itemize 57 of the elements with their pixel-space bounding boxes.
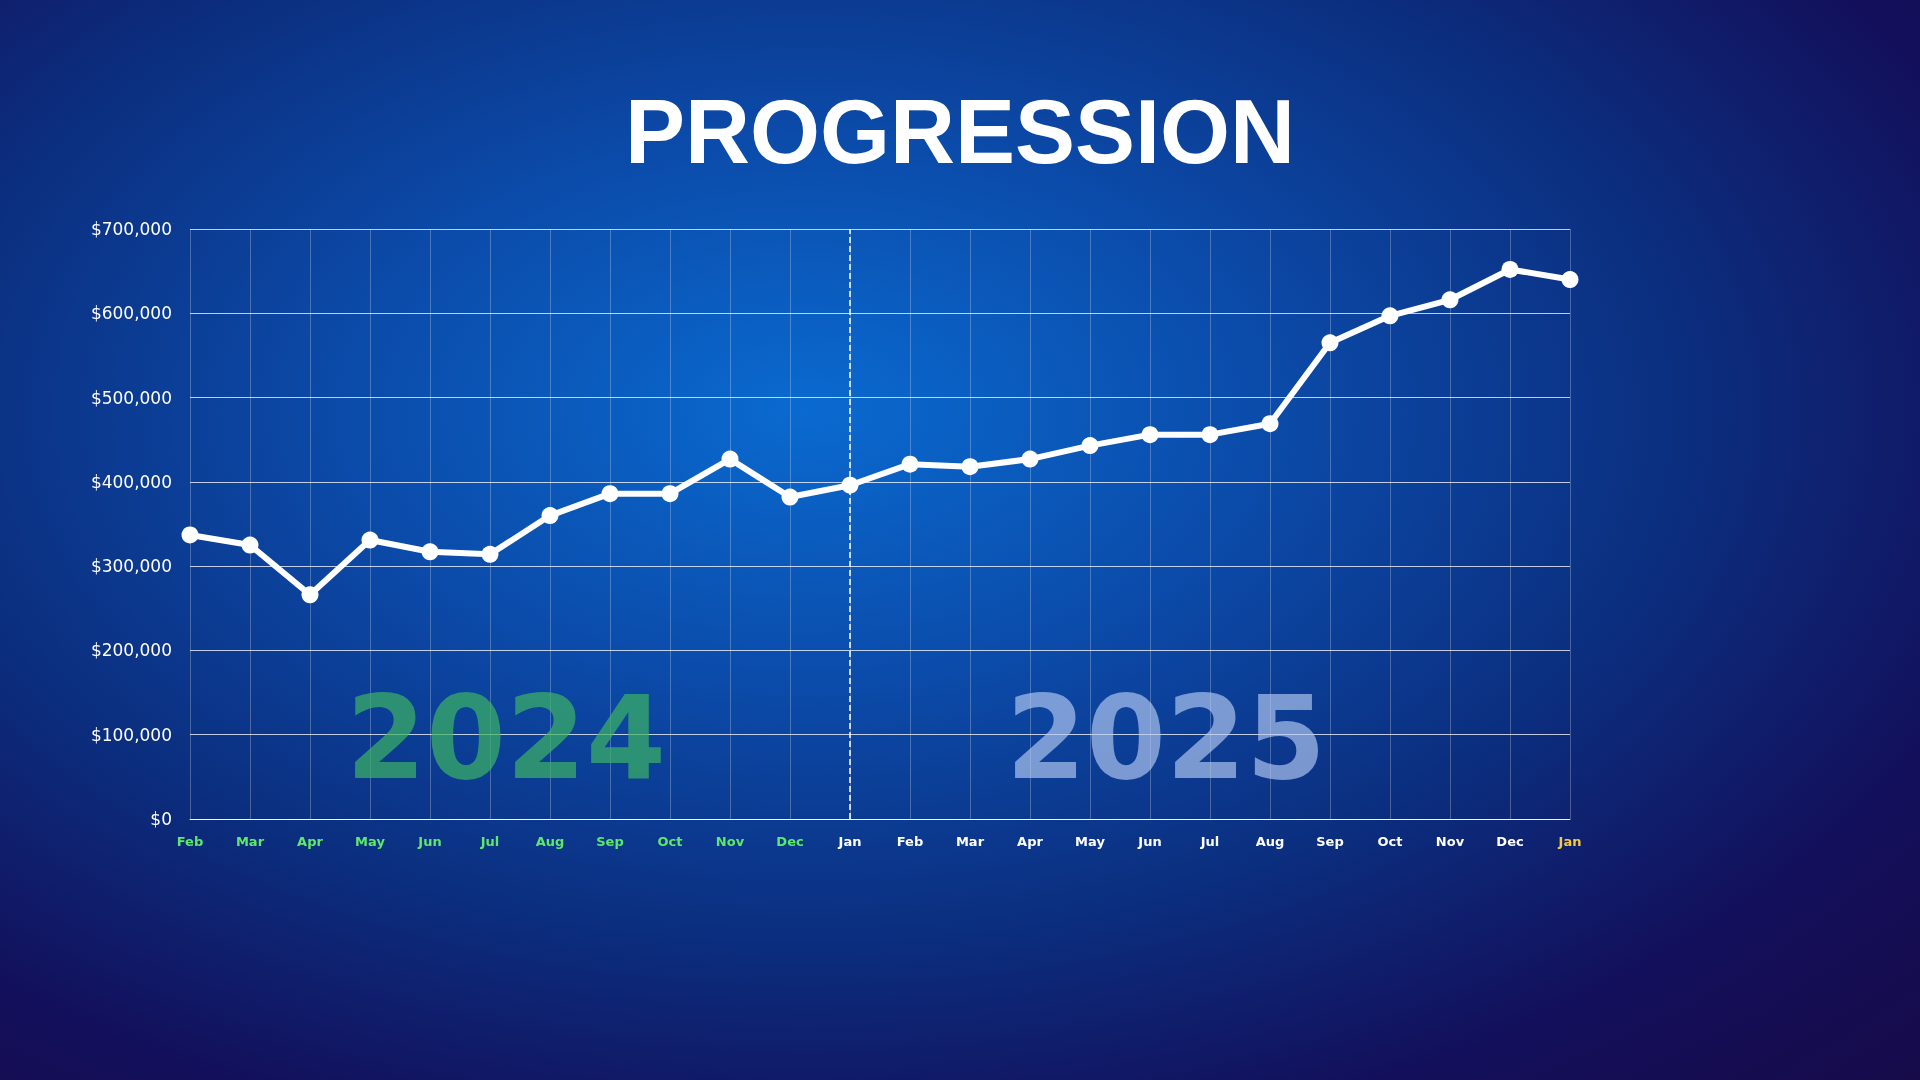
point bbox=[1441, 291, 1459, 309]
x-tick-label: Dec bbox=[776, 834, 804, 849]
x-tick-label: Nov bbox=[715, 834, 745, 849]
point bbox=[361, 531, 379, 549]
point bbox=[1501, 260, 1519, 278]
x-tick-label: Jan bbox=[1557, 834, 1582, 849]
y-tick-label: $400,000 bbox=[90, 471, 172, 492]
point bbox=[1201, 426, 1219, 444]
x-tick-label: Apr bbox=[1017, 834, 1044, 849]
x-tick-label: Mar bbox=[955, 834, 985, 849]
y-tick-label: $300,000 bbox=[90, 556, 172, 577]
x-tick-label: Feb bbox=[896, 834, 924, 849]
point bbox=[301, 586, 319, 604]
y-tick-label: $500,000 bbox=[90, 387, 172, 408]
x-tick-label: Oct bbox=[657, 834, 683, 849]
x-tick-label: Aug bbox=[1255, 834, 1285, 849]
x-tick-label: Feb bbox=[176, 834, 204, 849]
x-tick-label: Jul bbox=[479, 834, 500, 849]
x-tick-label: Oct bbox=[1377, 834, 1403, 849]
x-tick-label: Sep bbox=[1316, 834, 1344, 849]
x-tick-label: Nov bbox=[1435, 834, 1465, 849]
point bbox=[661, 485, 679, 503]
point bbox=[841, 476, 859, 494]
point bbox=[421, 543, 439, 561]
point bbox=[961, 458, 979, 476]
point bbox=[1561, 271, 1579, 289]
x-tick-label: Aug bbox=[535, 834, 565, 849]
x-tick-label: Sep bbox=[596, 834, 624, 849]
point bbox=[1381, 307, 1399, 325]
point bbox=[601, 485, 619, 503]
point bbox=[541, 507, 559, 525]
point bbox=[181, 526, 199, 544]
chart-title: PROGRESSION bbox=[624, 82, 1296, 182]
x-tick-label: Jul bbox=[1199, 834, 1220, 849]
y-tick-label: $200,000 bbox=[90, 640, 172, 661]
x-tick-label: Jan bbox=[837, 834, 862, 849]
point bbox=[1081, 437, 1099, 455]
y-tick-label: $100,000 bbox=[90, 724, 172, 745]
point bbox=[481, 545, 499, 563]
y-tick-label: $600,000 bbox=[90, 303, 172, 324]
point bbox=[781, 488, 799, 506]
x-tick-label: May bbox=[355, 834, 386, 849]
x-tick-label: Mar bbox=[235, 834, 265, 849]
point bbox=[1021, 450, 1039, 468]
y-tick-label: $700,000 bbox=[90, 219, 172, 239]
x-tick-label: Apr bbox=[297, 834, 324, 849]
y-tick-label: $0 bbox=[150, 809, 172, 829]
point bbox=[721, 450, 739, 468]
x-tick-label: Jun bbox=[1137, 834, 1162, 849]
point bbox=[1321, 334, 1339, 352]
point bbox=[1261, 415, 1279, 433]
point bbox=[901, 455, 919, 473]
x-tick-label: May bbox=[1075, 834, 1106, 849]
point bbox=[241, 536, 259, 554]
point bbox=[1141, 426, 1159, 444]
x-tick-label: Jun bbox=[417, 834, 442, 849]
x-tick-label: Dec bbox=[1496, 834, 1524, 849]
